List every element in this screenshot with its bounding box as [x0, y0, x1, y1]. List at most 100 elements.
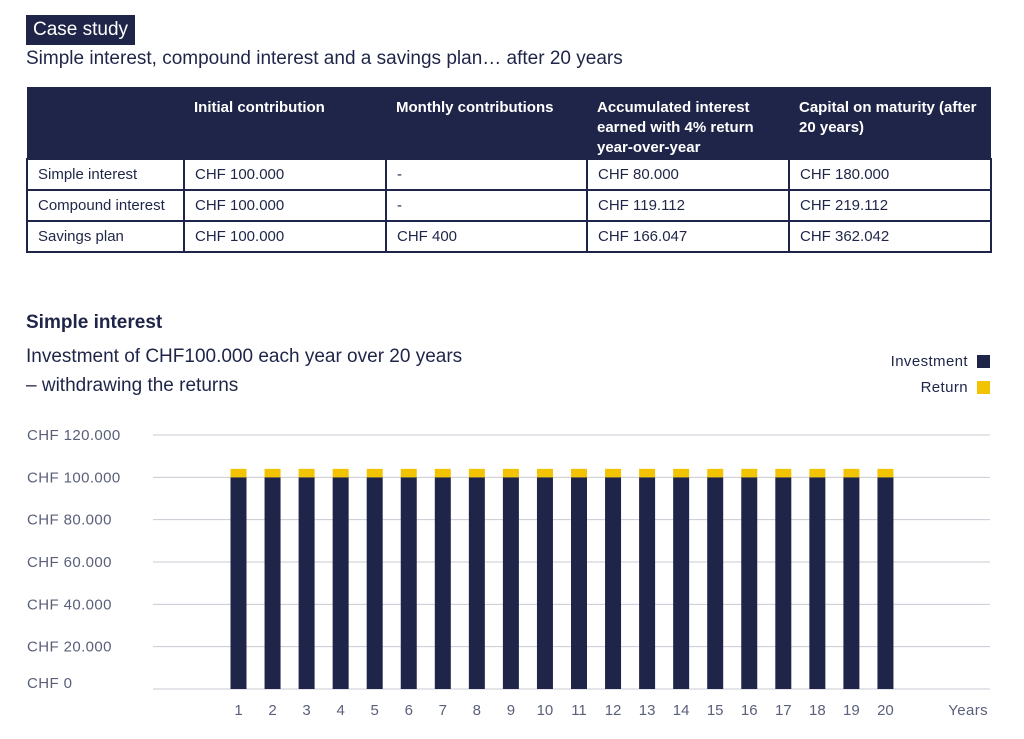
table-cell: CHF 80.000 — [586, 158, 790, 191]
bar-return — [536, 468, 553, 478]
table-header-cell: Initial contribution — [184, 87, 386, 159]
bar-investment — [332, 477, 349, 689]
table-row: Savings plan CHF 100.000 CHF 400 CHF 166… — [26, 220, 992, 253]
bar-investment — [502, 477, 519, 689]
bar-investment — [707, 477, 724, 689]
x-tick-label: 4 — [336, 702, 344, 719]
legend-label: Investment — [890, 352, 968, 370]
x-tick-label: 3 — [302, 702, 310, 719]
x-tick-label: 6 — [405, 702, 413, 719]
bar-investment — [843, 477, 860, 689]
x-tick-label: 13 — [639, 702, 656, 719]
bar-return — [707, 468, 724, 478]
table-row: Compound interest CHF 100.000 - CHF 119.… — [26, 189, 992, 222]
y-tick-label: CHF 0 — [27, 675, 72, 692]
x-tick-label: 7 — [439, 702, 447, 719]
chart-title: Simple interest — [26, 312, 163, 333]
table-header-cell: Capital on maturity (after 20 years) — [789, 87, 991, 159]
bar-return — [298, 468, 315, 478]
bar-investment — [434, 477, 451, 689]
x-tick-label: 16 — [741, 702, 758, 719]
bar-investment — [809, 477, 826, 689]
x-tick-label: 14 — [673, 702, 690, 719]
table-cell: CHF 100.000 — [183, 158, 387, 191]
x-tick-label: 19 — [843, 702, 860, 719]
bar-return — [571, 468, 587, 478]
x-tick-label: 9 — [507, 702, 515, 719]
bar-return — [366, 468, 383, 478]
bar-investment — [605, 477, 622, 689]
table-header-cell: Monthly contributions — [386, 87, 587, 159]
table-cell: CHF 100.000 — [183, 189, 387, 222]
y-tick-label: CHF 100.000 — [27, 469, 121, 486]
x-tick-label: 17 — [775, 702, 792, 719]
bar-return — [809, 468, 826, 478]
bar-return — [673, 468, 690, 478]
table-cell: CHF 219.112 — [788, 189, 992, 222]
bar-return — [400, 468, 417, 478]
bar-investment — [366, 477, 383, 689]
legend-item-investment: Investment — [891, 348, 990, 374]
x-tick-label: 10 — [537, 702, 554, 719]
x-tick-label: 8 — [473, 702, 481, 719]
x-tick-label: 5 — [371, 702, 379, 719]
chart-subtitle-line: Investment of CHF100.000 each year over … — [26, 346, 463, 367]
legend-swatch-return — [977, 380, 990, 394]
table-cell: CHF 400 — [385, 220, 588, 253]
bar-return — [502, 468, 519, 478]
bar-investment — [673, 477, 690, 689]
bar-return — [230, 468, 247, 478]
legend-item-return: Return — [891, 374, 990, 400]
bar-return — [264, 468, 281, 478]
bar-investment — [571, 477, 587, 689]
x-tick-label: 15 — [707, 702, 724, 719]
legend-swatch-investment — [977, 354, 990, 368]
page-subtitle: Simple interest, compound interest and a… — [26, 48, 623, 69]
table-row-label: Savings plan — [26, 220, 185, 253]
table-cell: CHF 166.047 — [586, 220, 790, 253]
bar-return — [639, 468, 656, 478]
table-cell: CHF 119.112 — [586, 189, 790, 222]
chart-subtitle-line: – withdrawing the returns — [26, 375, 239, 396]
table-header-row: Initial contribution Monthly contributio… — [27, 87, 991, 159]
chart-subtitle: Investment of CHF100.000 each year over … — [26, 342, 462, 400]
bar-investment — [400, 477, 417, 689]
case-study-tag: Case study — [26, 15, 136, 45]
x-axis-label: Years — [948, 702, 988, 719]
legend-label: Return — [920, 378, 968, 396]
bar-return — [843, 468, 860, 478]
y-tick-label: CHF 40.000 — [27, 596, 112, 613]
table-cell: CHF 362.042 — [788, 220, 992, 253]
x-tick-label: 12 — [605, 702, 622, 719]
bar-return — [775, 468, 792, 478]
table-row: Simple interest CHF 100.000 - CHF 80.000… — [26, 158, 992, 191]
bar-investment — [775, 477, 792, 689]
y-tick-label: CHF 20.000 — [27, 639, 112, 656]
bar-investment — [468, 477, 485, 689]
table-row-label: Simple interest — [26, 158, 185, 191]
bar-return — [468, 468, 485, 478]
bar-return — [434, 468, 451, 478]
comparison-table: Initial contribution Monthly contributio… — [26, 87, 992, 253]
table-row-label: Compound interest — [26, 189, 185, 222]
table-cell: CHF 180.000 — [788, 158, 992, 191]
bar-investment — [298, 477, 315, 689]
bar-investment — [741, 477, 758, 689]
x-tick-label: 1 — [234, 702, 242, 719]
x-tick-label: 20 — [877, 702, 894, 719]
x-tick-label: 2 — [268, 702, 276, 719]
table-cell: - — [385, 158, 588, 191]
bar-return — [332, 468, 349, 478]
x-tick-label: 11 — [571, 702, 587, 719]
x-tick-label: 18 — [809, 702, 826, 719]
bar-return — [741, 468, 758, 478]
bar-investment — [877, 477, 894, 689]
chart-legend: Investment Return — [891, 348, 990, 400]
y-tick-label: CHF 60.000 — [27, 554, 112, 571]
bar-investment — [536, 477, 553, 689]
table-cell: CHF 100.000 — [183, 220, 387, 253]
bar-return — [605, 468, 622, 478]
table-header-cell: Accumulated interest earned with 4% retu… — [587, 87, 789, 159]
y-tick-label: CHF 120.000 — [27, 427, 121, 444]
